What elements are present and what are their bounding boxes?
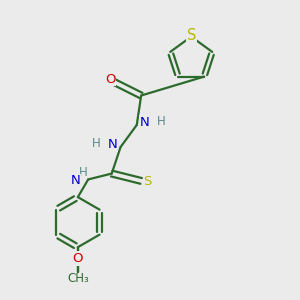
Text: H: H (92, 137, 101, 150)
Text: S: S (143, 175, 152, 188)
Text: O: O (105, 73, 116, 86)
Text: H: H (157, 115, 165, 128)
Text: O: O (72, 252, 83, 265)
Text: N: N (71, 174, 81, 188)
Text: CH₃: CH₃ (67, 272, 89, 285)
Text: H: H (80, 166, 88, 178)
Text: N: N (107, 138, 117, 151)
Text: S: S (187, 28, 196, 43)
Text: N: N (140, 116, 150, 129)
